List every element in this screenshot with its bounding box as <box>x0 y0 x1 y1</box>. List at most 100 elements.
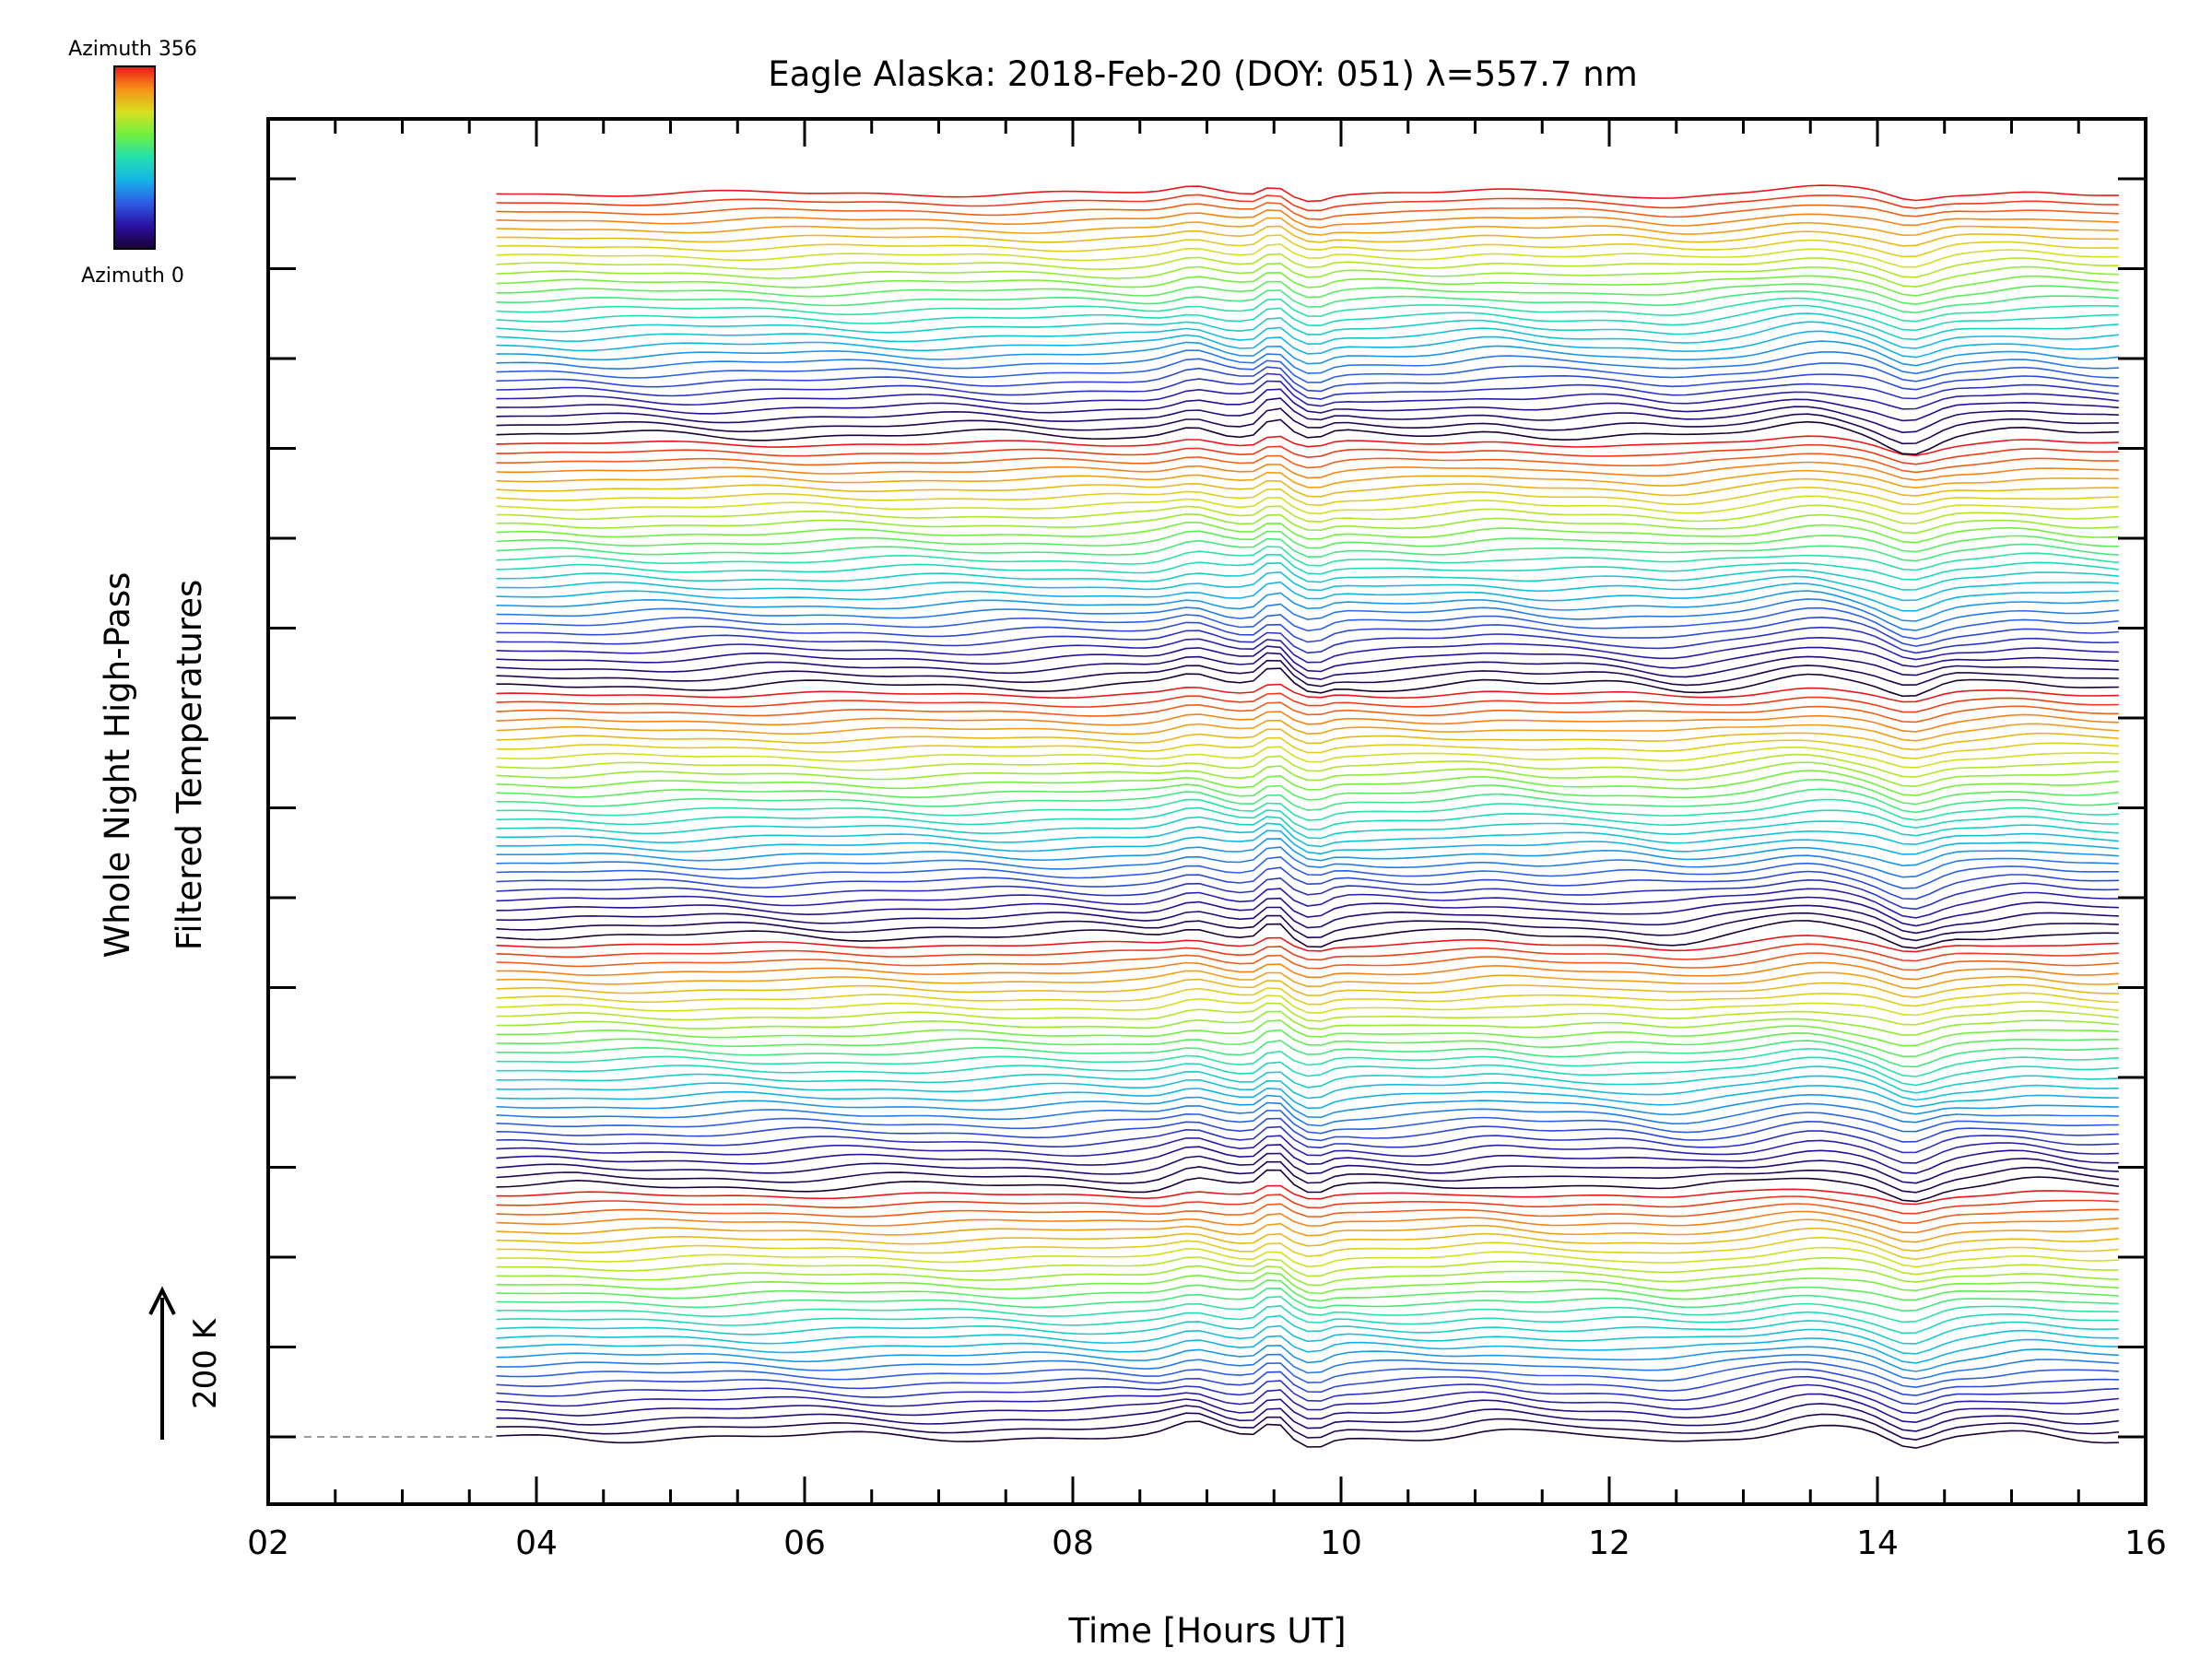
x-axis-label: Time [Hours UT] <box>1067 1611 1346 1651</box>
series-line <box>496 1279 2119 1302</box>
series-line <box>496 1265 2119 1287</box>
series-line <box>496 1144 2119 1174</box>
series-line <box>496 1029 2119 1058</box>
series-line <box>496 358 2119 383</box>
series-line <box>496 838 2119 867</box>
series-line <box>496 522 2119 544</box>
series-line <box>496 728 2119 751</box>
series-line <box>496 453 2119 474</box>
series-line <box>496 1287 2119 1312</box>
x-tick-label: 10 <box>1320 1524 1362 1562</box>
series-line <box>496 935 2119 953</box>
series-line <box>496 262 2119 288</box>
series-line <box>496 217 2119 237</box>
series-line <box>496 659 2119 688</box>
series-line <box>496 645 2119 673</box>
series-line <box>496 1002 2119 1026</box>
series-line <box>496 1047 2119 1077</box>
scale-bar-label: 200 K <box>187 1317 224 1409</box>
series-line <box>496 1383 2119 1415</box>
series-line <box>496 1368 2119 1396</box>
series-line <box>496 243 2119 268</box>
series-line <box>496 626 2119 654</box>
series-line <box>496 1360 2119 1389</box>
series-line <box>496 469 2119 489</box>
series-line <box>496 1403 2119 1432</box>
series-line <box>496 952 2119 971</box>
series-line <box>496 1314 2119 1345</box>
x-tick-label: 08 <box>1052 1524 1094 1562</box>
series-line <box>496 304 2119 332</box>
series-line <box>496 1010 2119 1036</box>
series-line <box>496 581 2119 612</box>
colorbar <box>113 65 156 250</box>
series-line <box>496 736 2119 759</box>
series-line <box>496 435 2119 457</box>
colorbar-bottom-label: Azimuth 0 <box>81 265 184 288</box>
series-line <box>496 349 2119 375</box>
series-line <box>496 561 2119 591</box>
series-line <box>496 943 2119 962</box>
series-line <box>496 380 2119 410</box>
series-line <box>496 1056 2119 1087</box>
series-line <box>496 1335 2119 1364</box>
series-line <box>496 888 2119 919</box>
series-line <box>496 477 2119 498</box>
series-line <box>496 970 2119 990</box>
series-line <box>496 1160 2119 1194</box>
scale-bar: 200 K <box>148 1286 224 1440</box>
series-line <box>496 1272 2119 1295</box>
series-line <box>496 372 2119 400</box>
series-line <box>496 530 2119 553</box>
series-line <box>496 1246 2119 1268</box>
series-line <box>496 289 2119 314</box>
series-line <box>496 855 2119 889</box>
series-line <box>496 667 2119 698</box>
series-line <box>496 1184 2119 1206</box>
series-line <box>496 1304 2119 1335</box>
series-line <box>496 1110 2119 1135</box>
series-line <box>496 418 2119 455</box>
series-line <box>496 407 2119 445</box>
series-line <box>496 495 2119 515</box>
series-line <box>496 778 2119 806</box>
series-line <box>496 537 2119 562</box>
x-tick-label: 04 <box>515 1524 558 1562</box>
series-line <box>496 1169 2120 1203</box>
series-line <box>496 225 2119 247</box>
series-line <box>496 1065 2119 1094</box>
series-line <box>496 978 2119 998</box>
series-line <box>496 616 2119 647</box>
series-line <box>496 1040 2119 1068</box>
series-line <box>496 202 2119 220</box>
series-line <box>496 443 2119 465</box>
series-line <box>496 1412 2119 1441</box>
series-line <box>496 1393 2119 1424</box>
series-line <box>496 571 2119 602</box>
series-line <box>496 652 2119 680</box>
series-line <box>496 1194 2119 1215</box>
series-line <box>496 1101 2119 1127</box>
x-tick-label: 06 <box>783 1524 826 1562</box>
series-line <box>496 546 2119 571</box>
series-line <box>496 1256 2119 1277</box>
series-line <box>496 598 2119 631</box>
series-line <box>496 1152 2119 1184</box>
series-line <box>496 397 2119 434</box>
series-line <box>496 1093 2119 1119</box>
series-line <box>496 1236 2119 1261</box>
series-line <box>496 806 2119 830</box>
series-line <box>496 1344 2119 1372</box>
series-line <box>496 194 2119 212</box>
colorbar-top-label: Azimuth 356 <box>68 38 197 61</box>
series-line <box>496 753 2119 778</box>
series-line <box>496 961 2119 981</box>
series-line <box>496 920 2119 949</box>
series-line <box>496 866 2119 900</box>
series-line <box>496 553 2119 581</box>
series-line <box>496 683 2119 703</box>
series-line <box>496 1085 2119 1110</box>
series-line <box>496 711 2119 733</box>
series-line <box>496 816 2119 840</box>
